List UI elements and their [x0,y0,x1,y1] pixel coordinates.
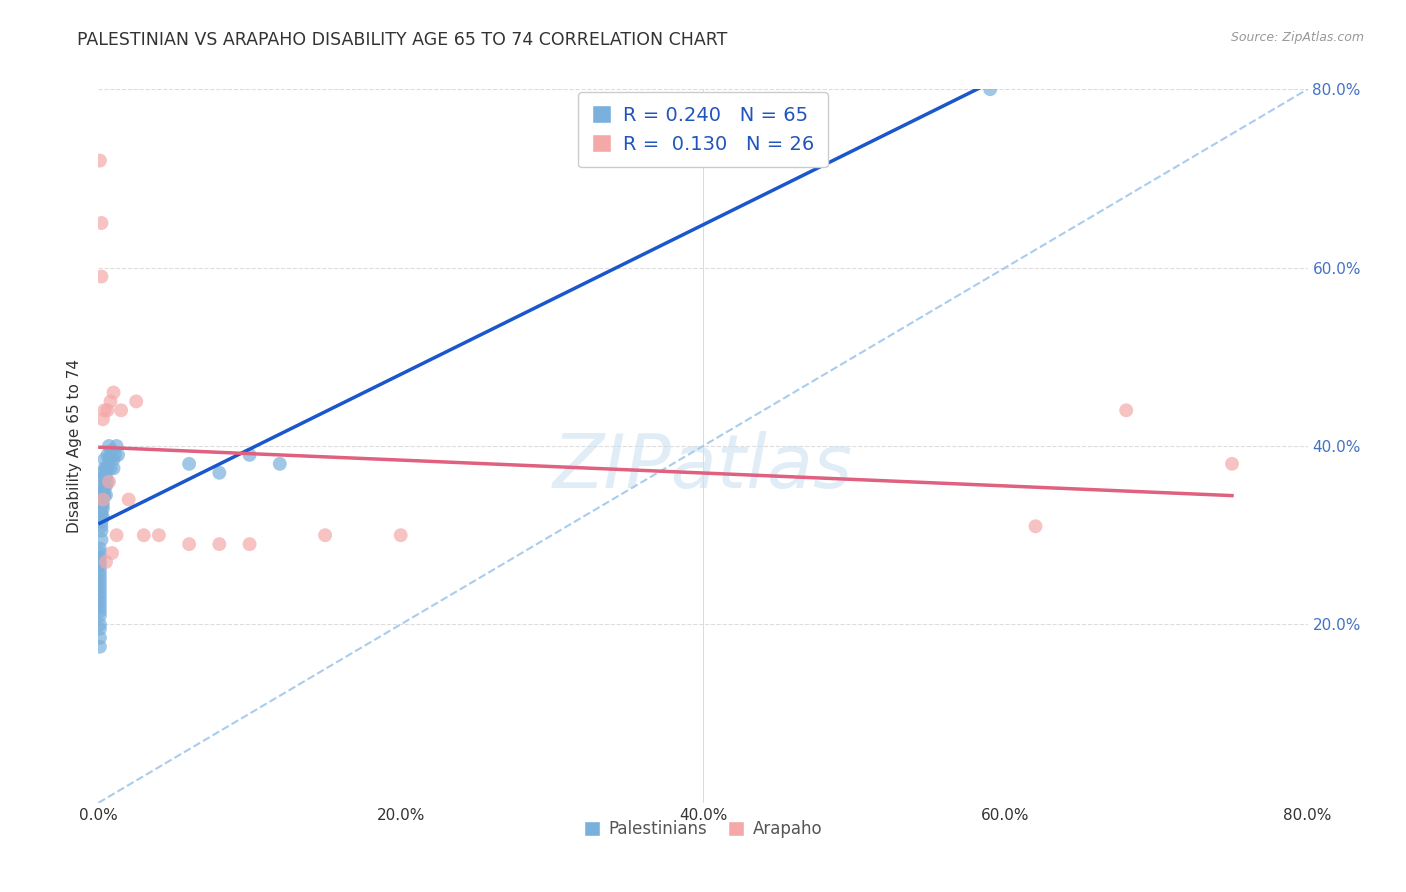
Point [90,501,112,516]
Point [104,448,127,462]
Point [94,461,117,475]
Point [89,591,111,605]
Point [89,640,111,654]
Point [100,448,122,462]
Point [103,461,125,475]
Point [89,555,111,569]
Point [90,269,112,284]
Y-axis label: Disability Age 65 to 74: Disability Age 65 to 74 [67,359,83,533]
Point [125,394,148,409]
Point [269,457,291,471]
Point [118,492,141,507]
Point [89,559,111,574]
Point [103,452,125,467]
Point [89,153,111,168]
Point [89,586,111,600]
Text: ZIPatlas: ZIPatlas [553,432,853,503]
Point [89,550,111,565]
Point [107,448,129,462]
Point [90,515,112,529]
Point [101,546,124,560]
Point [89,617,111,632]
Point [96,448,118,462]
Point [1115,403,1137,417]
Point [91,470,114,484]
Point [96,475,118,489]
Point [90,510,112,524]
Point [89,546,111,560]
Point [96,461,118,475]
Point [98,475,121,489]
Point [91,492,114,507]
Point [100,394,122,409]
Point [89,577,111,591]
Point [91,510,114,524]
Point [100,461,122,475]
Point [89,595,111,609]
Point [105,528,128,542]
Text: Source: ZipAtlas.com: Source: ZipAtlas.com [1230,31,1364,45]
Point [91,488,114,502]
Point [89,622,111,636]
Point [148,528,170,542]
Text: PALESTINIAN VS ARAPAHO DISABILITY AGE 65 TO 74 CORRELATION CHART: PALESTINIAN VS ARAPAHO DISABILITY AGE 65… [77,31,728,49]
Point [89,564,111,578]
Point [90,488,112,502]
Point [91,501,114,516]
Point [93,452,115,467]
Point [89,608,111,623]
Point [979,82,1001,96]
Point [90,506,112,520]
Point [93,479,115,493]
Point [93,403,115,417]
Point [91,466,114,480]
Point [208,537,231,551]
Point [179,457,201,471]
Point [132,528,155,542]
Point [94,555,117,569]
Point [110,403,132,417]
Point [314,528,336,542]
Point [93,470,115,484]
Point [93,461,115,475]
Point [389,528,412,542]
Point [91,479,114,493]
Point [89,599,111,614]
Point [94,488,117,502]
Point [91,483,114,498]
Point [239,448,262,462]
Point [105,439,128,453]
Point [96,403,118,417]
Point [239,537,262,551]
Point [98,439,121,453]
Point [101,443,124,458]
Point [91,412,114,426]
Point [98,452,121,467]
Legend: Palestinians, Arapaho: Palestinians, Arapaho [576,814,830,845]
Point [179,537,201,551]
Point [90,497,112,511]
Point [94,470,117,484]
Point [93,488,115,502]
Point [1024,519,1046,533]
Point [89,573,111,587]
Point [90,216,112,230]
Point [103,385,125,400]
Point [90,492,112,507]
Point [89,631,111,645]
Point [1220,457,1243,471]
Point [90,519,112,533]
Point [89,604,111,618]
Point [90,533,112,547]
Point [90,524,112,538]
Point [94,479,117,493]
Point [208,466,231,480]
Point [91,497,114,511]
Point [89,568,111,582]
Point [89,582,111,596]
Point [89,541,111,556]
